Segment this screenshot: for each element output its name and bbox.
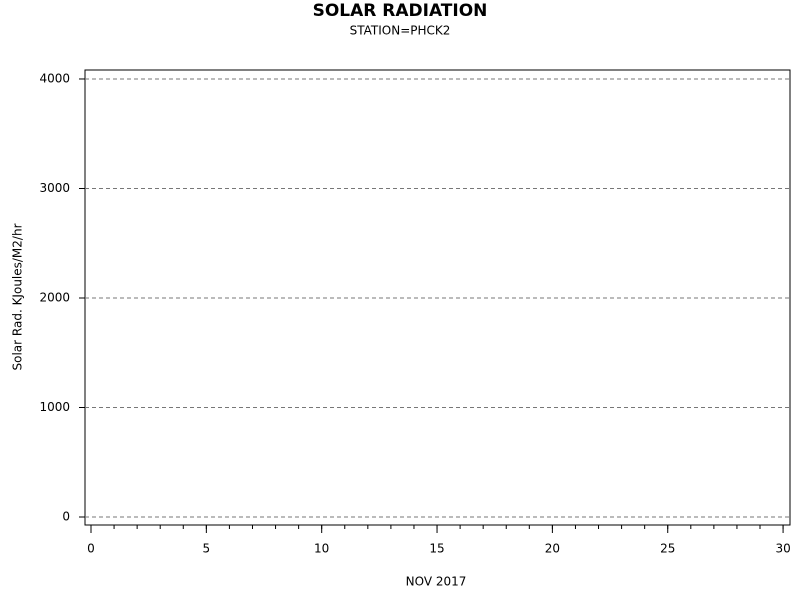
y-tick-label: 1000 — [39, 400, 70, 414]
y-tick-label: 0 — [62, 510, 70, 524]
x-tick-label: 0 — [87, 542, 95, 556]
y-tick-label: 2000 — [39, 290, 70, 304]
y-tick-label: 3000 — [39, 181, 70, 195]
chart-title: SOLAR RADIATION — [313, 1, 488, 21]
y-tick-label: 4000 — [39, 71, 70, 85]
x-axis-label: NOV 2017 — [406, 575, 467, 589]
chart-subtitle: STATION=PHCK2 — [350, 24, 451, 38]
x-tick-label: 30 — [775, 542, 790, 556]
x-tick-label: 5 — [203, 542, 211, 556]
x-tick-label: 10 — [314, 542, 329, 556]
x-tick-label: 15 — [429, 542, 444, 556]
y-axis-label: Solar Rad. KJoules/M2/hr — [11, 223, 25, 370]
x-tick-label: 25 — [660, 542, 675, 556]
x-tick-label: 20 — [545, 542, 560, 556]
